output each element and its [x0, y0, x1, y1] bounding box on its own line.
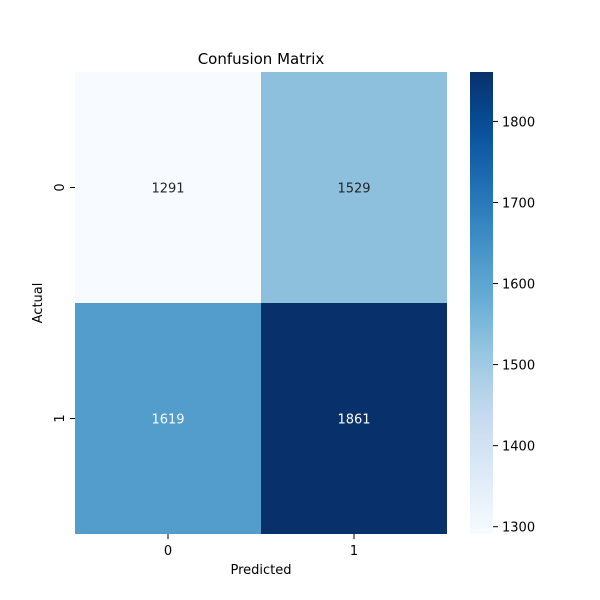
colorbar-tick-label-1: 1400: [502, 440, 535, 455]
colorbar-ticks: 1300 1400 1500 1600 1700 1800: [493, 115, 535, 536]
x-tick-label-0: 0: [164, 544, 172, 559]
heatmap-cell-0-1: [261, 72, 447, 303]
colorbar: [470, 72, 493, 534]
heatmap-cell-1-0: [75, 303, 261, 534]
heatmap-cell-1-1: [261, 303, 447, 534]
colorbar-tick-label-3: 1600: [502, 278, 535, 293]
cell-value-label-1-1: 1861: [337, 413, 370, 428]
y-tick-label-1: 1: [53, 414, 68, 422]
colorbar-tick-label-0: 1300: [502, 521, 535, 536]
heatmap-cell-0-0: [75, 72, 261, 303]
y-axis-label: Actual: [31, 283, 46, 324]
x-axis-label: Predicted: [230, 563, 291, 578]
heatmap-cells: 1291 1529 1619 1861: [75, 72, 447, 534]
cell-value-label-0-1: 1529: [337, 182, 370, 197]
chart-title: Confusion Matrix: [198, 50, 325, 68]
cell-value-label-1-0: 1619: [151, 413, 184, 428]
colorbar-tick-label-4: 1700: [502, 196, 535, 211]
cell-value-label-0-0: 1291: [151, 182, 184, 197]
x-tick-label-1: 1: [350, 544, 358, 559]
colorbar-tick-label-2: 1500: [502, 359, 535, 374]
y-axis-ticks: 01: [53, 183, 75, 423]
y-tick-label-0: 0: [53, 183, 68, 191]
colorbar-tick-label-5: 1800: [502, 115, 535, 130]
